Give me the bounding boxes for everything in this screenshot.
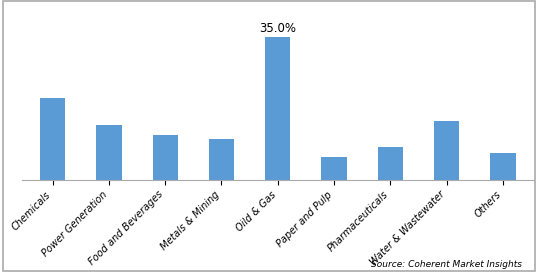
Text: 35.0%: 35.0% bbox=[259, 22, 296, 35]
Bar bbox=[490, 153, 515, 180]
Bar bbox=[96, 125, 122, 180]
Bar bbox=[321, 157, 346, 180]
Bar bbox=[434, 120, 459, 180]
Bar bbox=[40, 98, 65, 180]
Bar bbox=[152, 135, 178, 180]
Bar bbox=[265, 37, 291, 180]
Text: Source: Coherent Market Insights: Source: Coherent Market Insights bbox=[371, 260, 522, 269]
Bar bbox=[209, 139, 234, 180]
Bar bbox=[378, 147, 403, 180]
